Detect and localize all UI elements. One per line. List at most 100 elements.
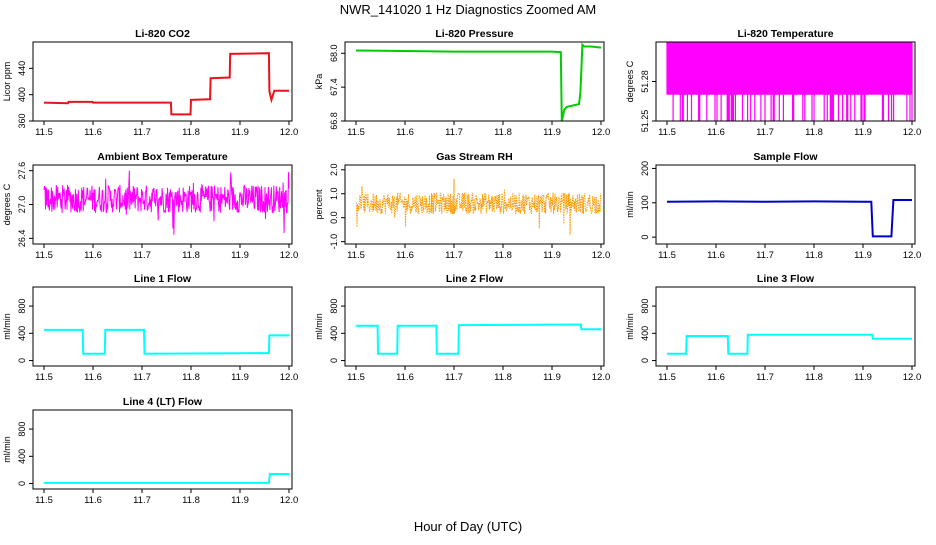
x-tick-label: 11.5 bbox=[35, 250, 53, 261]
y-tick-label: 67.4 bbox=[329, 78, 339, 96]
panel-title: Line 4 (LT) Flow bbox=[123, 396, 203, 408]
series-group bbox=[44, 473, 289, 484]
x-tick-label: 11.8 bbox=[182, 250, 200, 261]
panel-ylabel: ml/min bbox=[2, 436, 12, 463]
x-tick-label: 11.9 bbox=[231, 127, 249, 138]
x-tick-label: 11.9 bbox=[543, 250, 561, 261]
x-tick-label: 11.9 bbox=[854, 372, 872, 383]
panel-title: Line 2 Flow bbox=[446, 273, 504, 285]
x-tick-label: 12.0 bbox=[280, 127, 299, 138]
y-tick-label: 66.8 bbox=[329, 112, 339, 130]
y-tick-label: 27.6 bbox=[17, 162, 27, 180]
series-group bbox=[43, 52, 289, 116]
x-tick-label: 11.8 bbox=[494, 127, 512, 138]
panel-ylabel: ml/min bbox=[2, 313, 12, 340]
y-tick-label: 51.28 bbox=[640, 70, 650, 93]
x-tick-label: 11.8 bbox=[494, 250, 512, 261]
x-tick-label: 11.7 bbox=[133, 127, 151, 138]
y-tick-label: 400 bbox=[640, 326, 650, 341]
x-tick-label: 12.0 bbox=[280, 372, 299, 383]
y-tick-label: 0 bbox=[17, 481, 27, 486]
y-tick-label: 0 bbox=[640, 235, 650, 240]
panel-title: Sample Flow bbox=[753, 151, 818, 163]
panel-title: Li-820 Pressure bbox=[435, 28, 513, 40]
x-tick-label: 12.0 bbox=[903, 372, 922, 383]
y-tick-label: 440 bbox=[17, 61, 27, 76]
x-tick-label: 11.7 bbox=[445, 372, 463, 383]
series-group bbox=[667, 333, 912, 355]
panel-ylabel: percent bbox=[314, 189, 324, 220]
x-tick-label: 11.6 bbox=[396, 127, 414, 138]
panel-frame bbox=[32, 286, 293, 367]
panel-ylabel: degrees C bbox=[625, 60, 635, 102]
x-tick-label: 11.6 bbox=[707, 250, 725, 261]
panel-1: Li-820 Pressure kPa 11.5 11.6 11.7 11.8 11.9 12… bbox=[314, 28, 610, 138]
x-tick-label: 11.5 bbox=[658, 250, 676, 261]
y-tick-label: 100 bbox=[640, 195, 650, 210]
x-tick-label: 11.8 bbox=[805, 127, 823, 138]
y-tick-label: 800 bbox=[17, 422, 27, 437]
panel-7: Line 2 Flow ml/min 11.5 11.6 11.7 11.8 11.9 12.… bbox=[314, 273, 610, 383]
x-tick-label: 11.5 bbox=[658, 127, 676, 138]
panel-frame bbox=[344, 164, 605, 245]
panel-frame bbox=[32, 41, 293, 122]
y-tick-label: 0 bbox=[17, 358, 27, 363]
x-tick-label: 11.6 bbox=[84, 372, 102, 383]
x-tick-label: 11.5 bbox=[658, 372, 676, 383]
series-line bbox=[44, 473, 289, 484]
series-group bbox=[44, 328, 289, 355]
x-tick-label: 11.6 bbox=[707, 127, 725, 138]
panel-9: Line 4 (LT) Flow ml/min 11.5 11.6 11.7 11.8 11… bbox=[2, 396, 298, 506]
series-group bbox=[43, 170, 290, 235]
panel-frame bbox=[344, 41, 605, 122]
x-tick-label: 11.5 bbox=[35, 495, 53, 506]
y-tick-label: 200 bbox=[640, 161, 650, 176]
panel-6: Line 1 Flow ml/min 11.5 11.6 11.7 11.8 11.9 12.… bbox=[2, 273, 298, 383]
x-tick-label: 11.9 bbox=[854, 127, 872, 138]
panel-4: Gas Stream RH percent 11.5 11.6 11.7 11.8 11.9… bbox=[314, 151, 610, 261]
series-line bbox=[43, 52, 289, 116]
x-tick-label: 11.9 bbox=[543, 127, 561, 138]
x-axis-label: Hour of Day (UTC) bbox=[414, 519, 522, 534]
panel-frame bbox=[344, 286, 605, 367]
x-tick-label: 12.0 bbox=[280, 495, 299, 506]
y-tick-label: 2.0 bbox=[329, 164, 339, 177]
panel-ylabel: kPa bbox=[314, 74, 324, 90]
series-group bbox=[356, 323, 601, 355]
y-tick-label: 360 bbox=[17, 113, 27, 128]
series-line bbox=[355, 42, 602, 121]
y-tick-label: 800 bbox=[17, 299, 27, 314]
series-line bbox=[43, 170, 290, 235]
x-tick-label: 11.9 bbox=[231, 372, 249, 383]
panel-ylabel: ml/min bbox=[625, 191, 635, 218]
y-tick-label: 800 bbox=[329, 299, 339, 314]
x-tick-label: 11.8 bbox=[182, 495, 200, 506]
x-tick-label: 11.7 bbox=[445, 250, 463, 261]
x-tick-label: 12.0 bbox=[592, 250, 611, 261]
series-line bbox=[667, 333, 912, 355]
x-tick-label: 11.9 bbox=[854, 250, 872, 261]
panel-frame bbox=[655, 164, 916, 245]
x-tick-label: 11.9 bbox=[231, 250, 249, 261]
y-tick-label: 0 bbox=[640, 358, 650, 363]
x-tick-label: 11.8 bbox=[805, 250, 823, 261]
x-tick-label: 11.5 bbox=[347, 127, 365, 138]
x-tick-label: 11.5 bbox=[35, 127, 53, 138]
series-group bbox=[666, 42, 913, 121]
panel-5: Sample Flow ml/min 11.5 11.6 11.7 11.8 11.9 12.… bbox=[625, 151, 921, 261]
series-group bbox=[355, 178, 602, 235]
panel-frame bbox=[655, 286, 916, 367]
panel-ylabel: Licor ppm bbox=[2, 62, 12, 102]
x-tick-label: 11.7 bbox=[756, 127, 774, 138]
x-tick-label: 12.0 bbox=[592, 127, 611, 138]
panel-frame bbox=[655, 41, 916, 122]
panel-title: Ambient Box Temperature bbox=[97, 151, 228, 163]
x-tick-label: 11.9 bbox=[231, 495, 249, 506]
panel-3: Ambient Box Temperature degrees C 11.5 11.6… bbox=[2, 151, 298, 261]
x-tick-label: 11.6 bbox=[84, 250, 102, 261]
panel-ylabel: degrees C bbox=[2, 183, 12, 225]
figure-title: NWR_141020 1 Hz Diagnostics Zoomed AM bbox=[340, 2, 597, 17]
panel-2: Li-820 Temperature degrees C 11.5 11.6 11.7 1… bbox=[625, 28, 921, 138]
y-tick-label: 400 bbox=[17, 326, 27, 341]
